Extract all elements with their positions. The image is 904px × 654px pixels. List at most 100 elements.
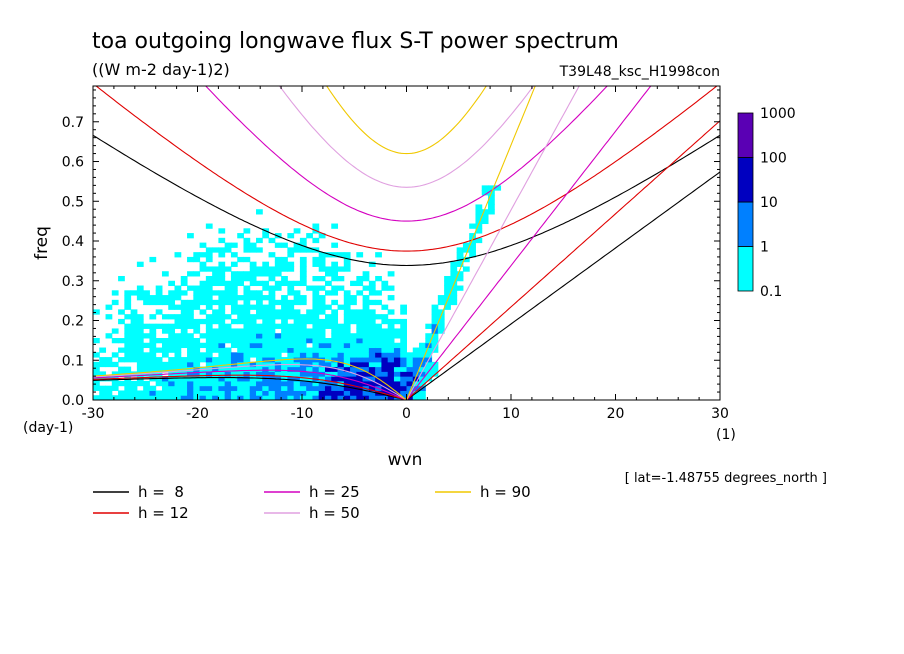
power-cell (205, 361, 213, 368)
power-cell (180, 323, 188, 329)
power-cell (287, 266, 295, 272)
power-cell (299, 337, 307, 344)
power-cell (155, 361, 163, 368)
power-cell (262, 304, 270, 310)
power-cell (387, 328, 395, 334)
power-cell (218, 328, 226, 334)
power-cell (268, 357, 276, 363)
power-cell (237, 342, 244, 349)
power-cell (143, 342, 150, 349)
power-cell (293, 366, 301, 372)
power-cell (155, 299, 163, 306)
power-cell (412, 352, 420, 358)
power-cell (274, 266, 282, 272)
power-cell (199, 242, 207, 248)
power-cell (168, 347, 176, 353)
power-cell (180, 385, 188, 391)
power-cell (256, 328, 263, 334)
power-cell (337, 285, 345, 291)
colorbar-swatch (737, 157, 754, 203)
power-cell (212, 390, 219, 396)
power-cell (469, 242, 476, 248)
power-cell (168, 337, 176, 344)
power-cell (450, 271, 458, 277)
power-cell (111, 385, 119, 391)
power-cell (299, 390, 307, 396)
power-cell (130, 390, 138, 396)
power-cell (136, 318, 144, 325)
power-cell (306, 285, 313, 291)
power-cell (312, 256, 320, 263)
power-cell (249, 304, 257, 310)
power-cell (243, 318, 251, 325)
power-cell (362, 361, 370, 368)
power-cell (256, 347, 263, 353)
power-cell (212, 366, 219, 372)
power-cell (262, 295, 270, 301)
power-cell (293, 352, 301, 358)
power-cell (306, 328, 313, 334)
power-cell (368, 376, 376, 382)
power-cell (287, 247, 295, 253)
colorbar-swatch (737, 246, 754, 292)
power-cell (249, 242, 257, 248)
power-cell (118, 318, 125, 325)
power-cell (243, 352, 251, 358)
power-cell (168, 304, 176, 310)
y-tick-label: 0.1 (62, 353, 84, 369)
power-cell (287, 337, 295, 344)
power-cell (218, 342, 226, 349)
power-cell (343, 256, 351, 263)
power-cell (475, 204, 483, 210)
power-cell (381, 352, 389, 358)
power-cell (287, 299, 295, 306)
power-cell (343, 385, 351, 391)
power-cell (136, 352, 144, 358)
power-cell (281, 299, 288, 306)
power-cell (337, 347, 345, 353)
power-cell (155, 395, 163, 400)
power-cell (287, 314, 295, 320)
power-cell (331, 328, 339, 334)
power-cell (381, 333, 389, 339)
power-cell (180, 280, 188, 287)
rossby-curve-h12 (93, 374, 407, 400)
legend-label: h = 50 (309, 504, 360, 522)
power-cell (187, 385, 194, 391)
power-cell (387, 366, 395, 372)
power-cell (274, 390, 282, 396)
power-cell (299, 385, 307, 391)
power-cell (488, 209, 495, 215)
power-cell (180, 333, 188, 339)
power-cell (205, 223, 213, 229)
power-cell (375, 333, 382, 339)
power-cell (293, 390, 301, 396)
power-cell (406, 385, 414, 391)
power-cell (281, 314, 288, 320)
power-cell (93, 380, 100, 387)
power-cell (343, 328, 351, 334)
power-cell (274, 299, 282, 306)
power-cell (224, 285, 232, 291)
power-cell (149, 371, 157, 377)
power-cell (149, 328, 157, 334)
power-cell (412, 361, 420, 368)
power-cell (180, 328, 188, 334)
power-cell (256, 295, 263, 301)
power-cell (299, 266, 307, 272)
power-cell (375, 395, 382, 400)
power-cell (368, 314, 376, 320)
power-cell (93, 337, 100, 344)
power-cell (350, 347, 357, 353)
power-cell (350, 280, 357, 287)
power-cell (306, 371, 313, 377)
power-cell (168, 380, 176, 387)
power-cell (299, 342, 307, 349)
power-cell (243, 376, 251, 382)
power-cell (174, 295, 182, 301)
power-cell (243, 256, 251, 263)
power-cell (130, 395, 138, 400)
power-cell (375, 371, 382, 377)
power-cell (368, 347, 376, 353)
power-cell (419, 371, 426, 377)
